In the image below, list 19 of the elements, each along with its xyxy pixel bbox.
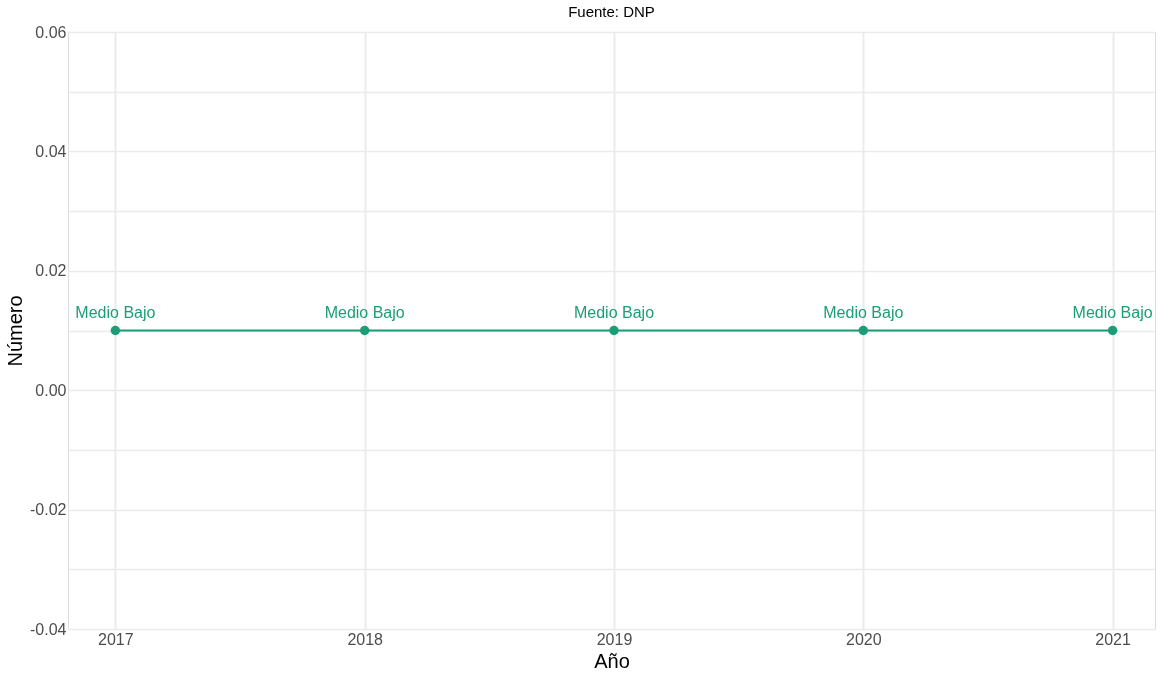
y-tick-label: 0.00 xyxy=(35,381,67,399)
y-tick-label: -0.02 xyxy=(30,501,67,519)
y-axis-title: Número xyxy=(4,295,27,367)
data-label: Medio Bajo xyxy=(75,303,156,321)
data-label: Medio Bajo xyxy=(1072,303,1153,321)
y-tick-label: -0.04 xyxy=(30,620,67,638)
data-label: Medio Bajo xyxy=(324,303,405,321)
x-tick-label: 2017 xyxy=(98,630,134,648)
data-label: Medio Bajo xyxy=(823,303,904,321)
x-tick-label: 2021 xyxy=(1095,630,1132,648)
source-note: Fuente: DNP xyxy=(568,3,655,20)
x-tick-label: 2020 xyxy=(846,630,882,648)
y-tick-label: 0.02 xyxy=(35,262,67,280)
y-tick-label: 0.04 xyxy=(35,142,67,160)
x-axis-title: Año xyxy=(594,649,630,672)
x-tick-label: 2019 xyxy=(596,630,633,648)
data-label: Medio Bajo xyxy=(573,303,655,321)
y-tick-label: 0.06 xyxy=(35,23,67,41)
x-tick-label: 2018 xyxy=(347,630,384,648)
